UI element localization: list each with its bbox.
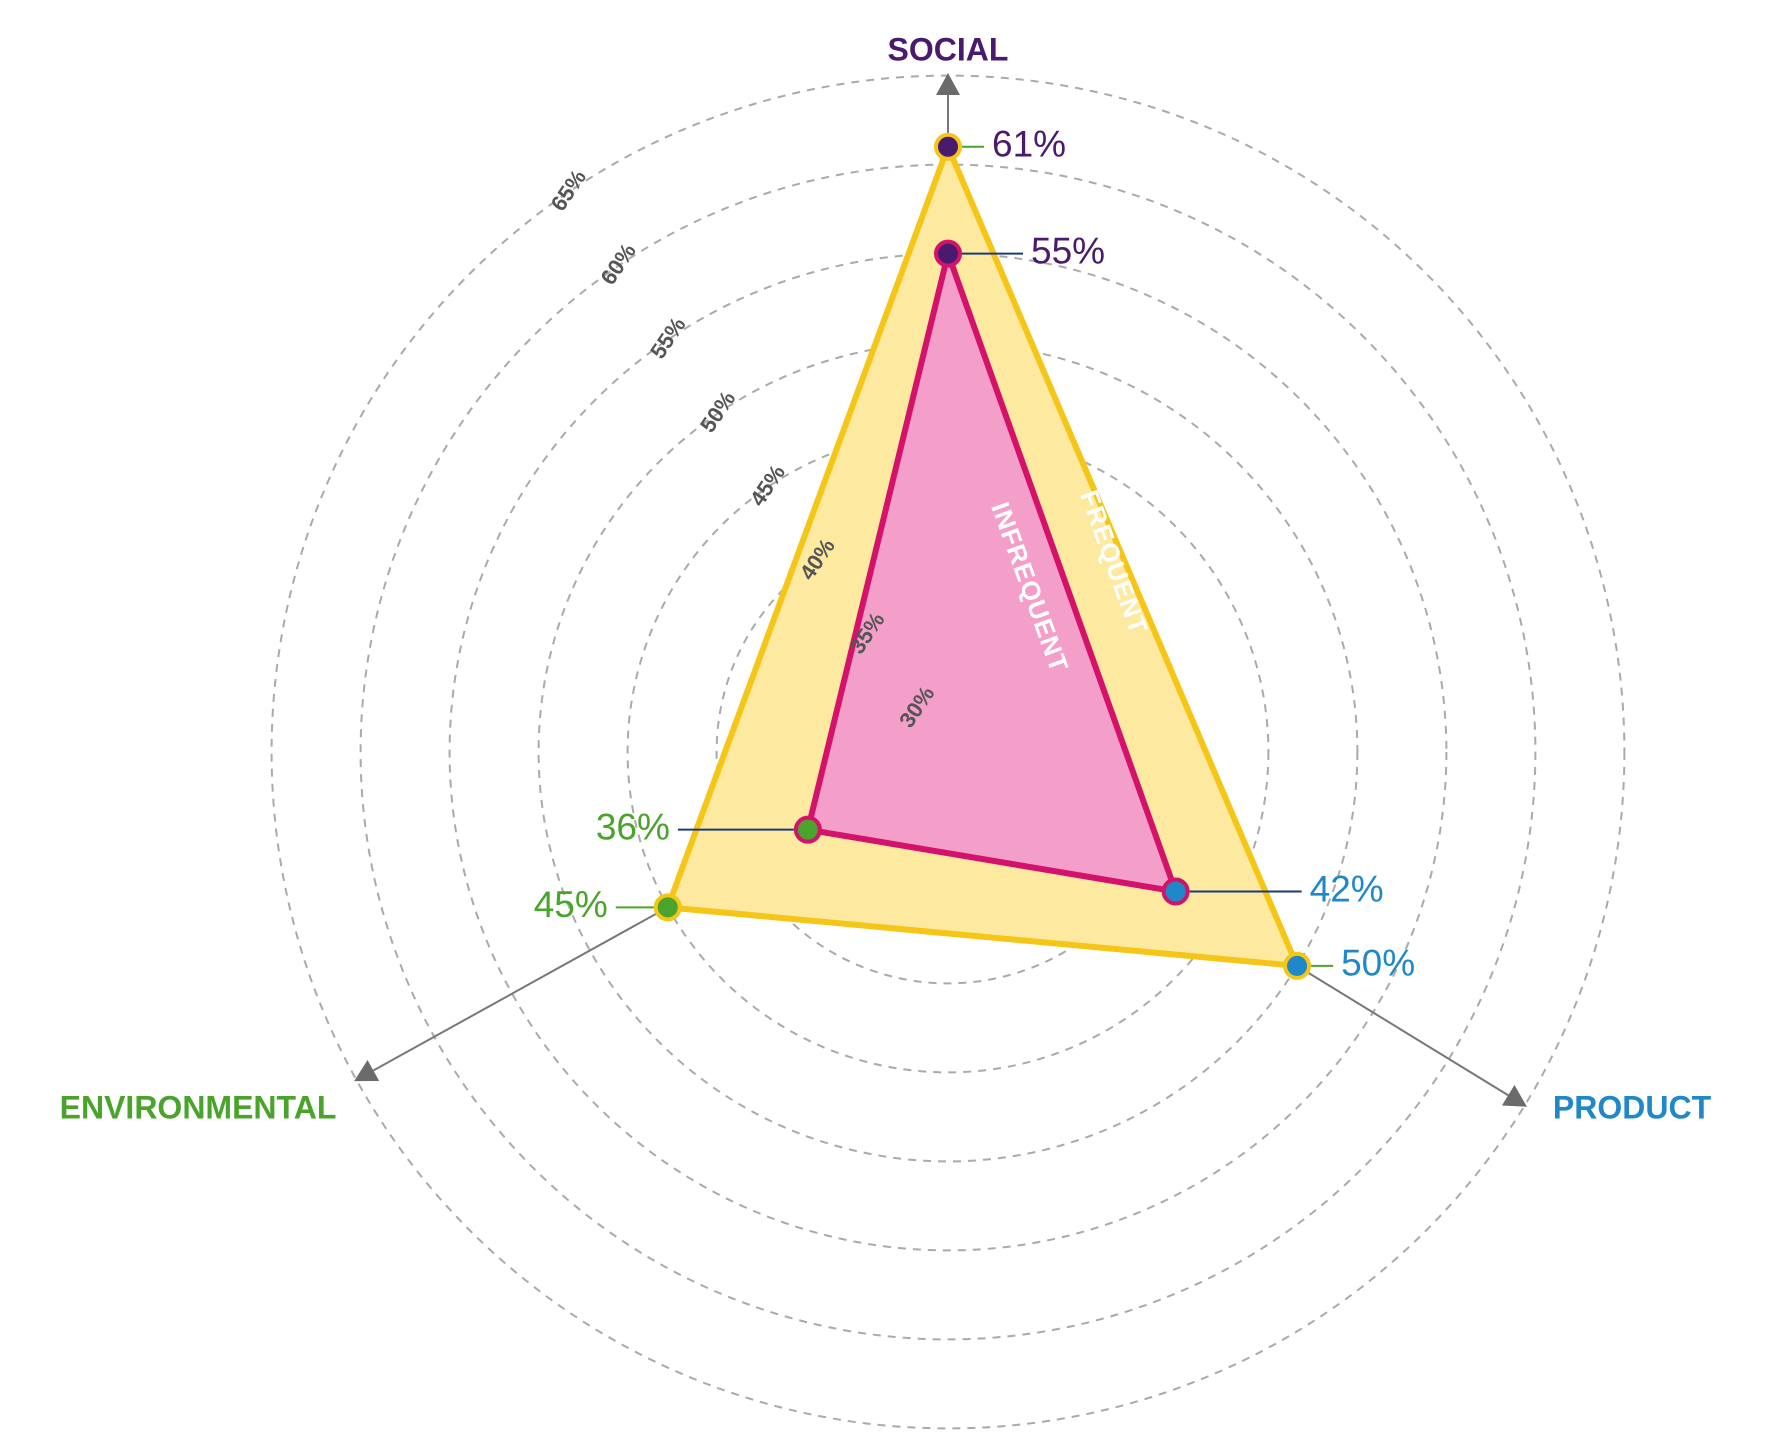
point-frequent-environmental <box>653 893 682 922</box>
axis-title-product: PRODUCT <box>1553 1089 1712 1125</box>
ring-50 <box>537 341 1359 1163</box>
point-frequent-social <box>934 132 962 161</box>
value-label-frequent-product: 50% <box>1341 943 1415 984</box>
series-group <box>663 138 1302 970</box>
points-group <box>653 132 1312 980</box>
series-area-infrequent <box>804 243 1181 896</box>
ring-label-65: 65% <box>546 165 591 215</box>
axis-titles-group: SOCIAL PRODUCT ENVIRONMENTAL <box>60 31 1712 1125</box>
ring-label-45: 45% <box>745 460 790 510</box>
value-label-frequent-social: 61% <box>992 124 1066 165</box>
point-infrequent-product <box>1161 877 1190 906</box>
point-infrequent-social <box>934 239 962 268</box>
value-label-infrequent-product: 42% <box>1310 868 1384 909</box>
value-label-infrequent-environmental: 36% <box>596 806 670 847</box>
ring-55 <box>448 252 1448 1252</box>
point-frequent-product <box>1283 951 1312 980</box>
axis-title-social: SOCIAL <box>888 31 1009 67</box>
ring-45 <box>626 430 1270 1074</box>
axis-arrow-social <box>936 73 960 95</box>
axis-title-environmental: ENVIRONMENTAL <box>60 1089 337 1125</box>
axis-arrow-product <box>1501 1085 1527 1107</box>
value-label-infrequent-social: 55% <box>1031 230 1105 271</box>
value-labels-group: 61%50%45%55%42%36% <box>534 124 1415 984</box>
value-label-frequent-environmental: 45% <box>534 884 608 925</box>
rings-group <box>270 74 1626 1430</box>
ring-label-50: 50% <box>695 386 740 436</box>
ring-label-55: 55% <box>645 313 690 363</box>
ring-label-60: 60% <box>595 239 640 289</box>
axis-arrow-environmental <box>354 1060 380 1082</box>
point-infrequent-environmental <box>793 815 822 844</box>
